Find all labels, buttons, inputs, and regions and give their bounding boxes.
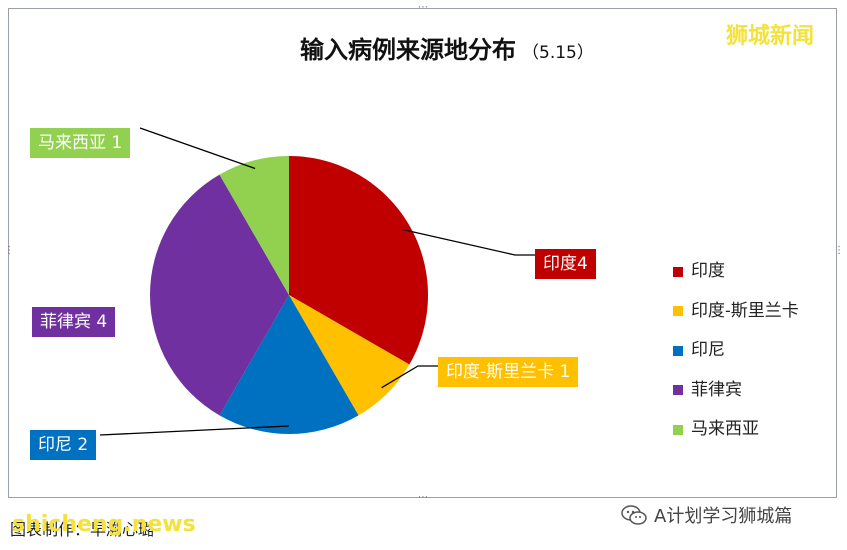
wechat-account-name: A计划学习狮城篇	[654, 506, 793, 527]
chart-frame	[8, 8, 837, 498]
leader-line-india-sri-lanka	[381, 365, 438, 389]
wechat-icon	[621, 505, 647, 525]
resize-handle-right[interactable]: ⋮	[834, 245, 844, 256]
data-label-india-sri-lanka: 印度-斯里兰卡 1	[438, 357, 579, 387]
pie-slice-indonesia	[219, 295, 359, 434]
chart-caption: 图表制作：早溯心璐	[10, 520, 155, 539]
legend-swatch-indonesia	[673, 345, 683, 356]
resize-handle-left[interactable]: ⋮	[4, 245, 14, 256]
resize-handle-top[interactable]: ⋯	[418, 2, 428, 13]
legend-label-malaysia: 马来西亚	[691, 419, 759, 439]
legend-swatch-india	[673, 266, 683, 277]
legend-item-india-sri-lanka: 印度-斯里兰卡	[673, 296, 799, 321]
legend-item-indonesia: 印尼	[673, 335, 725, 360]
watermark-logo: 狮城新闻	[726, 24, 815, 49]
chart-title: 输入病例来源地分布 （5.15）	[300, 30, 594, 65]
pie-slice-india	[289, 156, 428, 365]
pie-slice-india-sri-lanka	[289, 295, 410, 416]
legend-label-india-sri-lanka: 印度-斯里兰卡	[691, 300, 799, 321]
wechat-account: A计划学习狮城篇	[620, 502, 792, 528]
legend-item-india: 印度	[673, 256, 725, 281]
legend-item-philippines: 菲律宾	[673, 375, 742, 400]
legend-label-india: 印度	[691, 261, 725, 281]
leader-line-indonesia	[99, 425, 290, 436]
data-label-philippines: 菲律宾 4	[32, 307, 116, 337]
leader-line-malaysia	[139, 127, 256, 170]
legend-swatch-philippines	[673, 385, 683, 395]
legend-item-malaysia: 马来西亚	[673, 414, 759, 439]
chart-subtitle: （5.15）	[522, 43, 594, 63]
legend-swatch-india-sri-lanka	[673, 306, 683, 316]
data-label-malaysia: 马来西亚 1	[30, 128, 131, 158]
legend-label-indonesia: 印尼	[691, 340, 725, 360]
pie-slice-malaysia	[219, 156, 289, 295]
data-label-indonesia: 印尼 2	[30, 430, 97, 460]
legend-swatch-malaysia	[673, 424, 683, 435]
data-label-india: 印度4	[535, 249, 596, 279]
leader-line-india	[402, 228, 535, 256]
resize-handle-bottom[interactable]: ⋯	[418, 492, 428, 503]
legend-label-philippines: 菲律宾	[691, 379, 742, 400]
chart-title-text: 输入病例来源地分布	[300, 36, 516, 64]
site-watermark: shicheng.news	[12, 512, 196, 537]
